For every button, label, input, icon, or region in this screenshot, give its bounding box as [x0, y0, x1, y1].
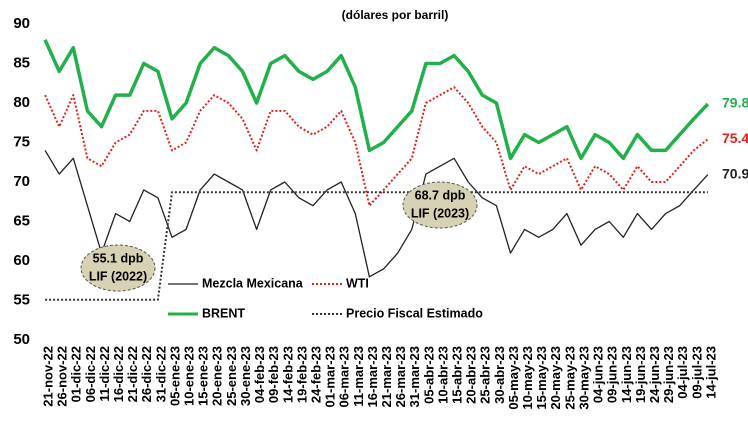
y-tick-label: 50 — [13, 331, 30, 348]
x-tick-label: 29-jun-23 — [661, 346, 676, 403]
annotation-text: LIF (2023) — [411, 206, 469, 220]
annotation-bubble — [402, 181, 478, 229]
end-value-label: 70.94 — [722, 165, 748, 181]
end-value-label: 79.87 — [722, 95, 748, 111]
y-tick-label: 80 — [13, 94, 30, 111]
x-tick-label: 25-ene-23 — [224, 346, 239, 406]
x-tick-label: 09-jul-23 — [689, 346, 704, 399]
x-tick-label: 20-may-23 — [548, 346, 563, 410]
x-tick-label: 20-abr-23 — [464, 346, 479, 404]
x-tick-label: 01-dic-22 — [69, 346, 84, 402]
series-line — [43, 39, 710, 161]
end-value-label: 75.42 — [722, 130, 748, 146]
x-tick-label: 14-feb-23 — [280, 346, 295, 403]
x-tick-label: 21-nov-22 — [40, 346, 55, 407]
series-line — [45, 191, 708, 301]
x-tick-label: 05-ene-23 — [167, 346, 182, 406]
x-tick-label: 11-mar-23 — [351, 346, 366, 407]
series-line — [44, 86, 709, 207]
x-tick-label: 21-mar-23 — [379, 346, 394, 407]
y-tick-label: 75 — [13, 133, 30, 150]
x-tick-label: 15-ene-23 — [196, 346, 211, 406]
legend-label: BRENT — [202, 306, 245, 320]
y-tick-label: 60 — [13, 252, 30, 269]
legend-label: WTI — [346, 276, 369, 290]
y-tick-label: 85 — [13, 54, 30, 71]
annotation-text: LIF (2022) — [89, 269, 147, 283]
series-line — [44, 150, 709, 278]
x-tick-label: 10-abr-23 — [435, 346, 450, 404]
x-tick-label: 19-jun-23 — [633, 346, 648, 403]
x-tick-label: 10-may-23 — [520, 346, 535, 410]
annotation-bubble — [80, 244, 156, 292]
x-tick-label: 06-dic-22 — [83, 346, 98, 402]
x-tick-label: 15-abr-23 — [450, 346, 465, 404]
x-tick-label: 14-jun-23 — [619, 346, 634, 403]
annotation-text: 68.7 dpb — [415, 188, 466, 202]
x-tick-label: 20-ene-23 — [210, 346, 225, 406]
x-tick-label: 16-mar-23 — [365, 346, 380, 407]
y-tick-label: 55 — [13, 291, 30, 308]
x-tick-label: 06-mar-23 — [337, 346, 352, 407]
legend-label: Precio Fiscal Estimado — [346, 306, 483, 320]
x-tick-label: 24-feb-23 — [308, 346, 323, 403]
x-tick-label: 05-may-23 — [506, 346, 521, 410]
chart-subtitle: (dólares por barril) — [342, 8, 449, 22]
x-tick-label: 25-may-23 — [562, 346, 577, 410]
y-tick-label: 65 — [13, 212, 30, 229]
x-tick-label: 11-dic-22 — [97, 346, 112, 402]
x-tick-label: 04-feb-23 — [252, 346, 267, 403]
annotation-text: 55.1 dpb — [93, 251, 144, 265]
x-tick-label: 25-abr-23 — [478, 346, 493, 404]
y-tick-label: 70 — [13, 173, 30, 190]
x-tick-label: 10-ene-23 — [182, 346, 197, 406]
x-tick-label: 31-mar-23 — [407, 346, 422, 407]
x-tick-label: 04-jun-23 — [591, 346, 606, 403]
x-tick-label: 09-feb-23 — [266, 346, 281, 403]
x-tick-label: 04-jul-23 — [675, 346, 690, 399]
x-tick-label: 01-mar-23 — [323, 346, 338, 407]
x-tick-label: 15-may-23 — [534, 346, 549, 410]
y-tick-label: 90 — [13, 15, 30, 32]
x-tick-label: 30-ene-23 — [238, 346, 253, 406]
x-tick-label: 24-jun-23 — [647, 346, 662, 403]
x-tick-label: 05-abr-23 — [421, 346, 436, 404]
x-tick-label: 21-dic-22 — [125, 346, 140, 402]
x-tick-label: 26-dic-22 — [139, 346, 154, 402]
x-tick-label: 30-may-23 — [576, 346, 591, 410]
x-tick-label: 16-dic-22 — [111, 346, 126, 402]
legend-label: Mezcla Mexicana — [202, 276, 304, 290]
x-tick-label: 26-nov-22 — [55, 346, 70, 407]
x-tick-label: 30-abr-23 — [492, 346, 507, 404]
x-tick-label: 31-dic-22 — [153, 346, 168, 402]
x-tick-label: 19-feb-23 — [294, 346, 309, 403]
x-tick-label: 14-jul-23 — [703, 346, 718, 399]
x-tick-label: 09-jun-23 — [605, 346, 620, 403]
x-tick-label: 26-mar-23 — [393, 346, 408, 407]
